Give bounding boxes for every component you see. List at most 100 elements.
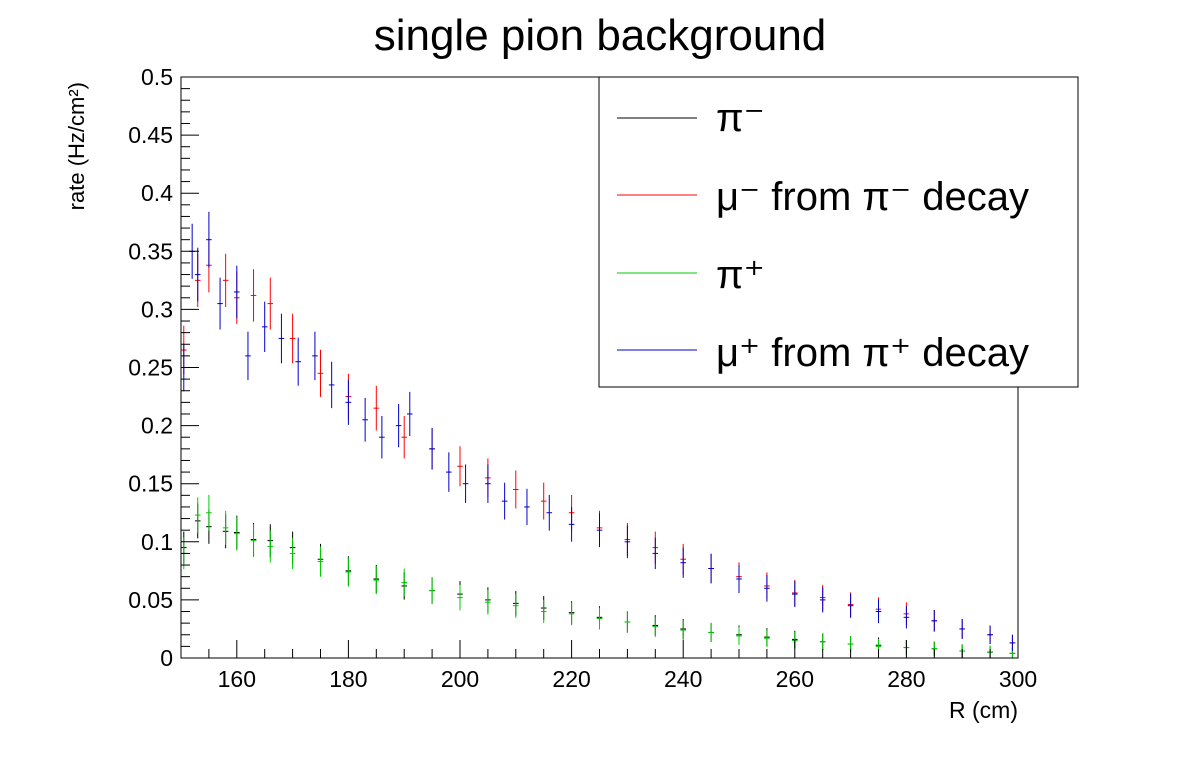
data-point bbox=[501, 482, 508, 520]
data-point bbox=[736, 564, 742, 594]
x-tick-label: 300 bbox=[999, 666, 1037, 692]
data-point bbox=[206, 494, 212, 531]
x-tick-label: 240 bbox=[664, 666, 702, 692]
y-tick-label: 0.45 bbox=[128, 122, 173, 148]
data-point bbox=[513, 593, 519, 618]
data-point bbox=[362, 397, 368, 442]
data-point bbox=[373, 385, 380, 431]
data-point bbox=[568, 602, 575, 626]
data-point bbox=[540, 482, 547, 520]
data-point bbox=[819, 633, 826, 651]
x-tick-label: 200 bbox=[441, 666, 479, 692]
data-point bbox=[267, 277, 274, 330]
x-tick-label: 260 bbox=[776, 666, 814, 692]
y-tick-label: 0 bbox=[160, 645, 173, 671]
data-point bbox=[194, 497, 201, 533]
series-0 bbox=[181, 503, 1016, 658]
data-point bbox=[457, 584, 463, 611]
data-point bbox=[312, 331, 318, 381]
y-tick-label: 0.25 bbox=[128, 355, 173, 381]
data-point bbox=[524, 488, 530, 526]
data-point bbox=[987, 625, 993, 644]
x-tick-label: 160 bbox=[218, 666, 256, 692]
data-point bbox=[596, 607, 603, 630]
data-point bbox=[289, 313, 296, 364]
data-point bbox=[792, 581, 798, 608]
x-tick-label: 220 bbox=[552, 666, 590, 692]
data-point bbox=[194, 247, 201, 302]
legend-entry: π⁺ bbox=[617, 253, 765, 297]
legend-entry: μ⁺ from π⁺ decay bbox=[617, 331, 1029, 375]
data-point bbox=[652, 537, 659, 570]
y-tick-label: 0.05 bbox=[128, 587, 173, 613]
data-point bbox=[317, 546, 324, 577]
data-point bbox=[462, 464, 469, 503]
data-point bbox=[406, 391, 413, 437]
data-point bbox=[819, 587, 826, 613]
data-point bbox=[234, 516, 240, 551]
data-point bbox=[624, 611, 631, 633]
data-point bbox=[401, 416, 407, 459]
data-point bbox=[345, 379, 352, 425]
data-point bbox=[289, 537, 296, 570]
y-tick-label: 0.1 bbox=[141, 529, 173, 555]
legend-label: π⁻ bbox=[716, 96, 765, 140]
data-point bbox=[764, 574, 770, 602]
data-point bbox=[540, 599, 547, 624]
legend: π⁻ μ⁻ from π⁻ decay π⁺ μ⁺ from π⁺ decay bbox=[598, 76, 1079, 388]
legend-label: μ⁺ from π⁺ decay bbox=[716, 331, 1029, 375]
data-point bbox=[485, 464, 491, 503]
data-point bbox=[395, 403, 402, 448]
y-axis-label: rate (Hz/cm²) bbox=[64, 82, 89, 210]
data-point bbox=[222, 510, 229, 545]
legend-label: π⁺ bbox=[716, 253, 765, 297]
data-point bbox=[328, 361, 335, 409]
legend-entry: π⁻ bbox=[617, 96, 765, 140]
legend-box bbox=[598, 76, 1079, 388]
series-3 bbox=[181, 211, 1016, 652]
data-point bbox=[708, 622, 714, 642]
y-tick-label: 0.15 bbox=[128, 471, 173, 497]
data-point bbox=[401, 568, 407, 597]
data-point bbox=[373, 566, 380, 595]
data-point bbox=[708, 553, 714, 584]
data-point bbox=[245, 331, 251, 381]
data-point bbox=[931, 610, 938, 632]
x-axis-label: R (cm) bbox=[949, 697, 1018, 723]
data-point bbox=[680, 547, 686, 578]
series-2 bbox=[181, 494, 1016, 658]
y-tick-label: 0.5 bbox=[141, 64, 173, 90]
data-point bbox=[206, 211, 212, 268]
data-point bbox=[652, 616, 659, 637]
y-tick-label: 0.2 bbox=[141, 413, 173, 439]
data-point bbox=[568, 507, 575, 542]
y-tick-label: 0.4 bbox=[141, 180, 173, 206]
data-point bbox=[267, 530, 274, 563]
data-point bbox=[847, 593, 854, 618]
y-tick-label: 0.35 bbox=[128, 238, 173, 264]
data-point bbox=[446, 452, 452, 492]
x-tick-label: 280 bbox=[887, 666, 925, 692]
data-point bbox=[429, 577, 435, 604]
data-point bbox=[959, 619, 965, 639]
data-point bbox=[429, 428, 435, 470]
data-point bbox=[903, 606, 910, 629]
data-point bbox=[234, 265, 240, 319]
data-point bbox=[379, 416, 385, 459]
y-tick-label: 0.3 bbox=[141, 296, 173, 322]
data-point bbox=[1009, 634, 1016, 652]
chart-title: single pion background bbox=[374, 11, 827, 60]
data-point bbox=[250, 269, 257, 322]
data-point bbox=[457, 446, 463, 487]
data-layer bbox=[181, 211, 1016, 658]
data-point bbox=[485, 589, 491, 615]
data-point bbox=[875, 599, 882, 624]
data-point bbox=[261, 301, 268, 353]
data-point bbox=[278, 313, 285, 364]
data-point bbox=[513, 470, 519, 509]
data-point bbox=[217, 277, 223, 330]
legend-entry: μ⁻ from π⁻ decay bbox=[617, 175, 1029, 219]
data-point bbox=[250, 524, 257, 558]
data-point bbox=[345, 557, 352, 587]
